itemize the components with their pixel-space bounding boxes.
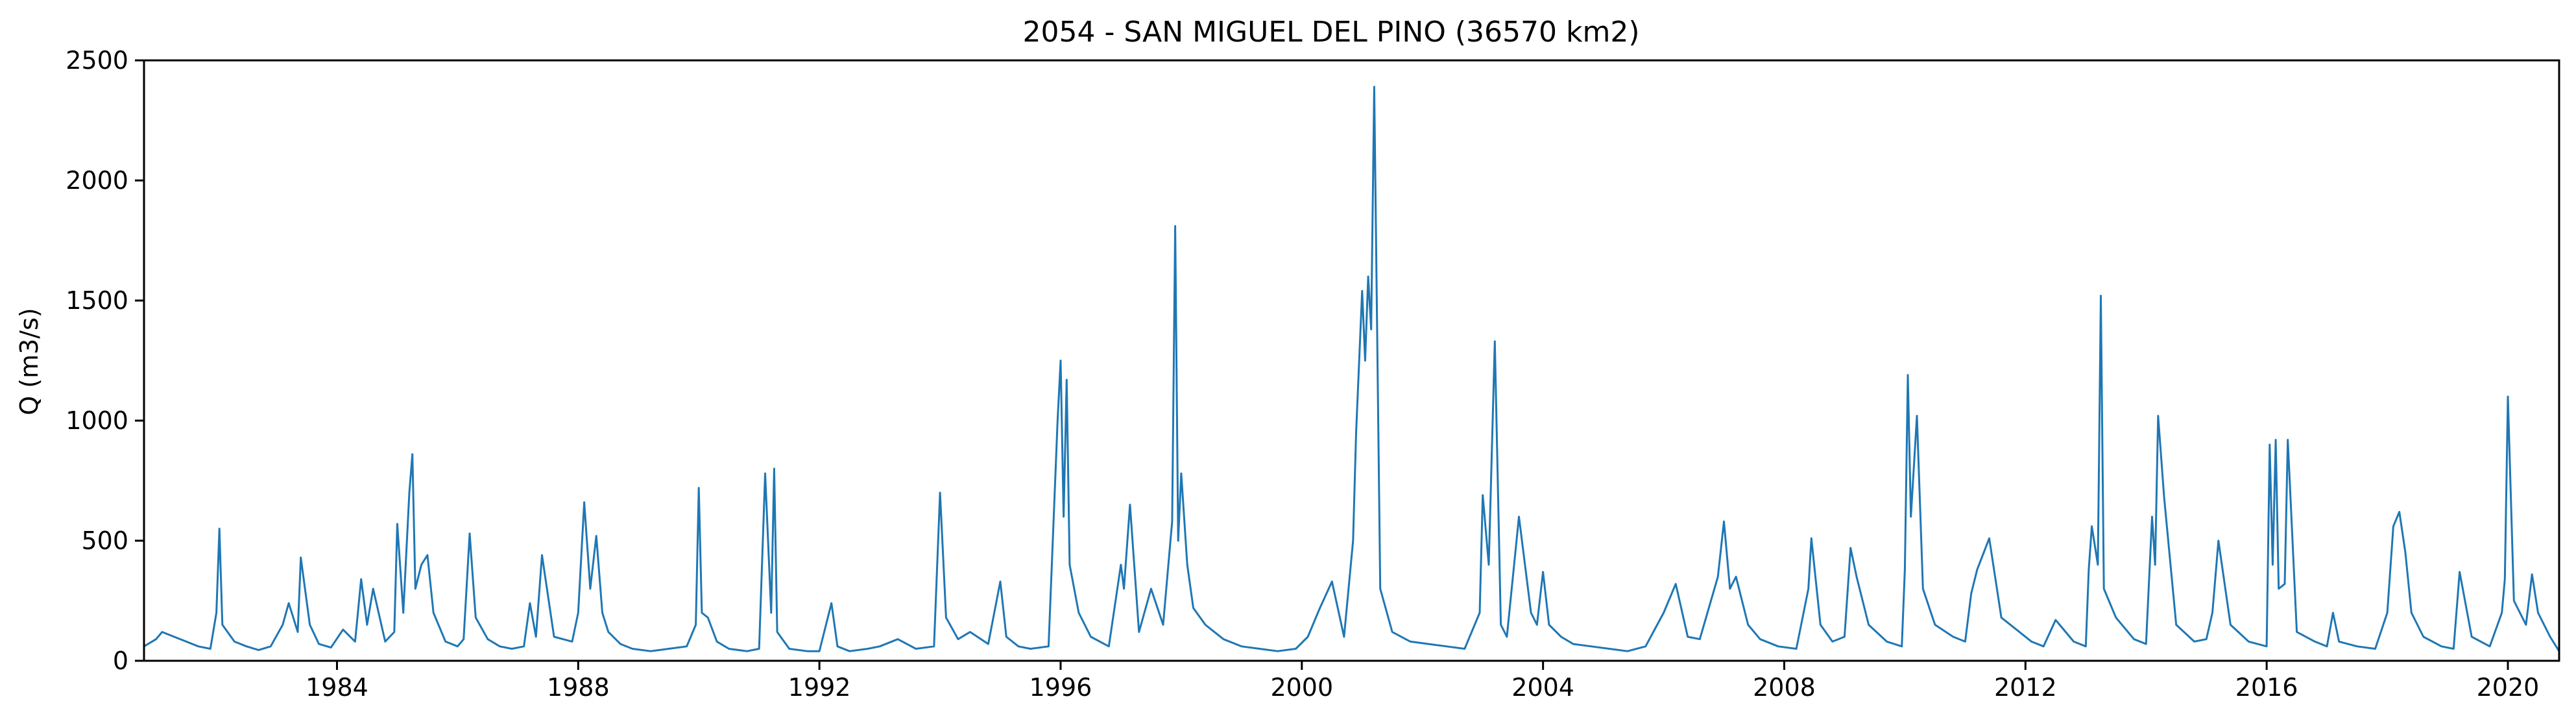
y-tick-label: 2000	[66, 166, 128, 195]
x-tick-label: 2012	[1994, 673, 2057, 702]
x-axis: 1984 1988 1992 1996 2000 2004 2008 2012 2016 2020	[306, 661, 2539, 702]
y-tick-label: 2500	[66, 46, 128, 75]
x-tick-label: 2008	[1753, 673, 1816, 702]
x-tick-label: 1984	[306, 673, 368, 702]
x-tick-label: 1992	[788, 673, 851, 702]
y-tick-label: 1500	[66, 286, 128, 315]
x-tick-label: 1988	[547, 673, 610, 702]
x-tick-label: 2016	[2235, 673, 2298, 702]
discharge-series-line	[143, 86, 2560, 652]
y-axis-label: Q (m3/s)	[15, 308, 43, 415]
y-axis: 0 500 1000 1500 2000 2500	[66, 46, 144, 675]
y-tick-label: 500	[81, 526, 128, 555]
chart-title: 2054 - SAN MIGUEL DEL PINO (36570 km2)	[1023, 16, 1640, 49]
x-tick-label: 2000	[1270, 673, 1333, 702]
x-tick-label: 1996	[1029, 673, 1092, 702]
x-tick-label: 2020	[2477, 673, 2540, 702]
y-tick-label: 0	[113, 647, 128, 675]
plot-area	[143, 86, 2560, 652]
plot-frame	[143, 59, 2560, 662]
y-tick-label: 1000	[66, 406, 128, 435]
x-tick-label: 2004	[1511, 673, 1574, 702]
